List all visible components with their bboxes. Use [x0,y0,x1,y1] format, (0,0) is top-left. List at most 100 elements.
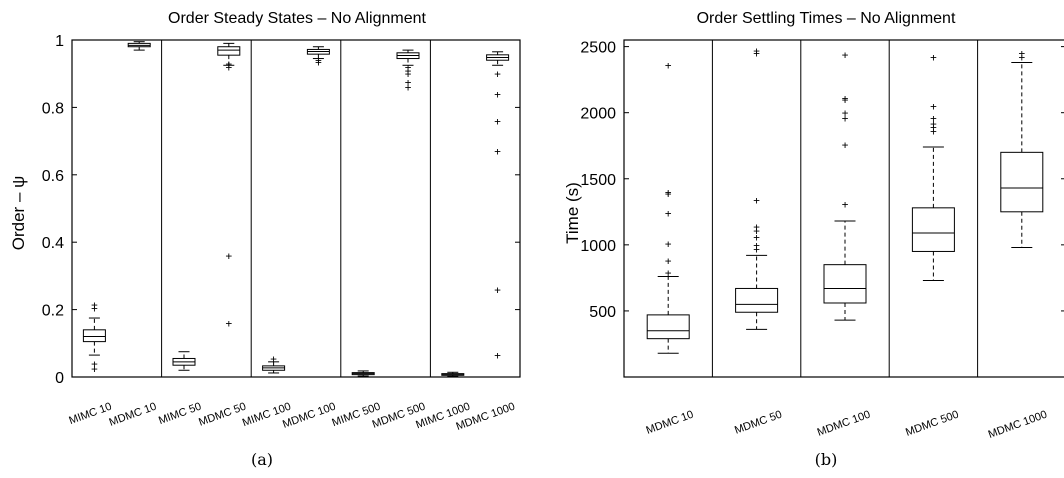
box-plot-mdmc-10 [127,41,151,51]
outlier-marker: + [665,238,672,251]
outlier-marker: + [494,88,501,101]
x-category-label: MIMC 50 [157,401,203,428]
box-plot-mdmc-10: +++++++ [646,59,690,354]
outlier-marker: + [842,112,849,125]
chart-b-ylabel: Time (s) [563,182,582,244]
x-category-label: MDMC 10 [645,409,696,437]
outlier-marker: + [91,363,98,376]
box-plot-mdmc-1000: + + + + + + [486,51,510,362]
chart-b-boxes: ++++++++++++++++++++++++++++ ++ [646,45,1044,354]
y-tick-label: 1000 [580,238,616,255]
outlier-marker: + [405,81,412,94]
chart-a-separators [161,40,431,377]
outlier-marker: + [494,145,501,158]
y-tick-label: 1500 [580,172,616,189]
y-tick-label: 2500 [580,40,616,57]
x-category-label: MIMC 10 [67,401,113,428]
y-tick-label: 0.6 [42,168,64,185]
outlier-marker: + [930,100,937,113]
outlier-marker: + [225,61,232,74]
outlier-marker: + [842,107,849,120]
outlier-marker: + [930,121,937,134]
y-tick-label: 500 [589,304,616,321]
chart-a-title: Order Steady States – No Alignment [168,10,426,27]
box-plot-mdmc-50: ++++++++ [735,45,779,330]
outlier-marker: + [930,117,937,130]
outlier-marker: + [842,92,849,105]
outlier-marker: + [494,115,501,128]
outlier-marker: + [405,64,412,77]
outlier-marker: + [405,68,412,81]
box-plot-mdmc-500: ++++++ [911,51,955,282]
chart-b-title: Order Settling Times – No Alignment [697,10,956,27]
x-category-label: MDMC 100 [816,409,872,439]
outlier-marker: + [665,255,672,268]
box-plot-mimc-500 [351,370,375,377]
outlier-marker: + [753,220,760,233]
box-plot-mimc-100: + [262,352,286,374]
outlier-marker: + [753,224,760,237]
outlier-marker: + [753,45,760,58]
outlier-marker: + [665,186,672,199]
y-tick-label: 1 [55,33,64,50]
chart-a-caption: (a) [251,450,273,469]
outlier-marker: + [753,194,760,207]
chart-a-plot-frame [71,39,521,378]
outlier-marker: + [1018,47,1025,60]
outlier-marker: + [225,317,232,330]
x-category-label: MDMC 500 [904,409,960,439]
outlier-marker: + [315,56,322,69]
box-plot-mimc-10: ++++ [82,299,106,376]
y-tick-label: 0.8 [42,100,64,117]
outlier-marker: + [753,47,760,60]
outlier-marker: + [842,198,849,211]
iqr-box [911,207,955,252]
outlier-marker: + [665,59,672,72]
outlier-marker: + [1018,51,1025,64]
outlier-marker: + [91,358,98,371]
chart-b-separators [711,40,979,377]
box-plot-mdmc-100: +++++++ [823,49,867,321]
x-category-label: MDMC 10 [108,401,159,429]
x-category-label: MDMC 50 [733,409,784,437]
chart-b: Order Settling Times – No Alignment Time… [563,10,1064,469]
y-tick-label: 2000 [580,106,616,123]
outlier-marker: + [842,49,849,62]
iqr-box [1000,151,1044,213]
outlier-marker: + [930,51,937,64]
chart-a-ylabel: Order – ψ [9,176,28,250]
outlier-marker: + [665,207,672,220]
iqr-box [646,314,690,340]
box-plot-mdmc-50: ++++ [217,42,241,330]
iqr-box [217,46,241,56]
outlier-marker: + [930,112,937,125]
outlier-marker: + [753,239,760,252]
y-tick-label: 0 [55,370,64,387]
chart-b-yaxis: 500 1000 1500 2000 2500 [580,40,1064,321]
outlier-marker: + [270,352,277,365]
chart-b-caption: (b) [815,450,838,469]
outlier-marker: + [842,93,849,106]
iqr-box [823,264,867,304]
outlier-marker: + [91,299,98,312]
outlier-marker: + [665,267,672,280]
y-tick-label: 0.4 [42,235,64,252]
outlier-marker: + [315,54,322,67]
outlier-marker: + [665,187,672,200]
chart-a-yaxis: 0 0.2 0.4 0.6 0.8 1 [42,33,520,387]
chart-a: Order Steady States – No Alignment Order… [9,10,521,469]
chart-b-plot-frame [623,39,1064,378]
outlier-marker: + [930,125,937,138]
box-plot-mimc-50 [172,351,196,371]
box-plot-mdmc-1000: ++ [1000,47,1044,248]
box-plot-mimc-1000 [441,371,465,377]
outlier-marker: + [225,250,232,263]
outlier-marker: + [405,76,412,89]
chart-b-xaxis: MDMC 10 MDMC 50 MDMC 100 MDMC 500 MDMC 1000 [645,409,1049,441]
outlier-marker: + [753,231,760,244]
y-tick-label: 0.2 [42,303,64,320]
outlier-marker: + [494,283,501,296]
box-plot-mdmc-500: +++++ [396,49,420,94]
x-category-label: MDMC 50 [197,401,248,429]
